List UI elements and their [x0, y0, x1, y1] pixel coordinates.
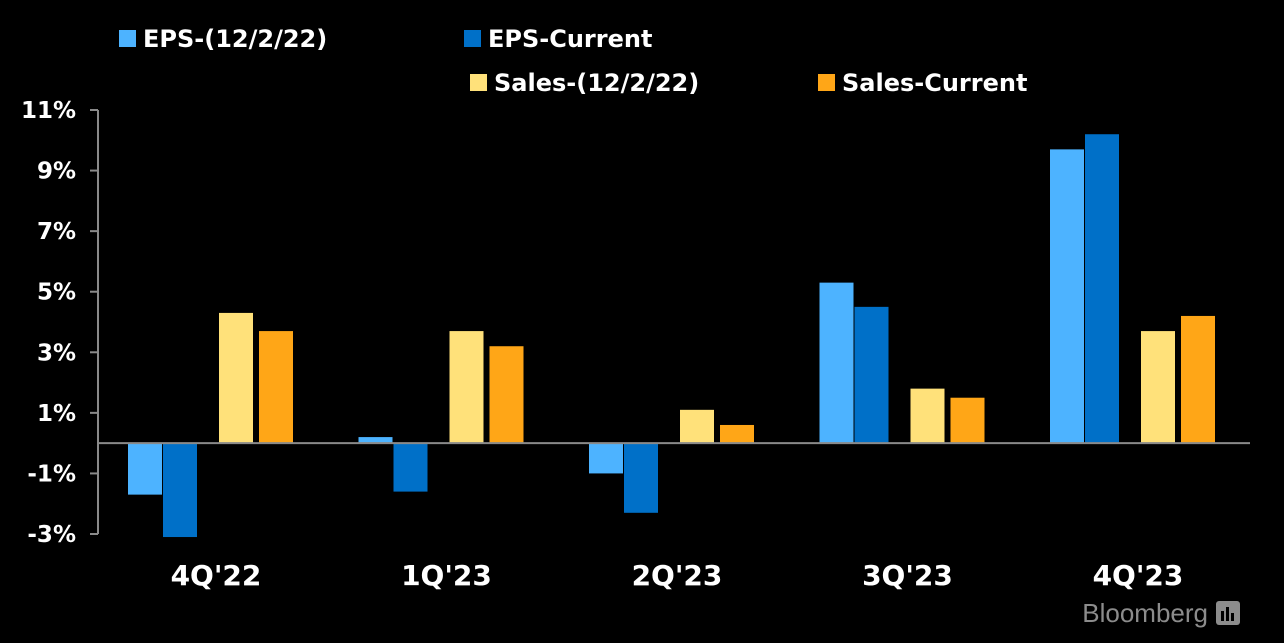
bar-eps-current-4q23 [1085, 134, 1119, 444]
bar-sales-12-2-22-4q23 [1141, 331, 1175, 444]
bar-eps-12-2-22-2q23 [589, 443, 623, 474]
legend-label: EPS-(12/2/22) [143, 25, 327, 53]
bar-sales-current-2q23 [720, 424, 754, 444]
brand-name: Bloomberg [1082, 598, 1208, 628]
x-category-label: 4Q'22 [171, 559, 262, 592]
legend-label: Sales-(12/2/22) [494, 69, 699, 97]
bar-sales-12-2-22-3q23 [910, 388, 945, 444]
y-tick-label: 1% [37, 401, 76, 427]
bar-eps-current-4q22 [163, 443, 197, 538]
bar-sales-current-1q23 [489, 346, 524, 444]
y-tick-label: 3% [37, 340, 76, 366]
x-category-label: 1Q'23 [401, 559, 492, 592]
y-tick-label: 9% [37, 159, 76, 185]
bars [128, 134, 1215, 538]
x-category-label: 3Q'23 [862, 559, 953, 592]
bar-sales-current-3q23 [950, 397, 985, 444]
bloomberg-terminal-icon [1216, 601, 1240, 625]
y-tick-label: 5% [37, 280, 76, 306]
bar-sales-12-2-22-1q23 [449, 331, 484, 444]
bar-eps-current-2q23 [624, 443, 658, 513]
bar-eps-current-3q23 [854, 306, 889, 444]
y-tick-label: -1% [27, 461, 76, 487]
legend-swatch [818, 74, 835, 91]
bar-sales-current-4q22 [259, 331, 293, 444]
legend-swatch [119, 30, 136, 47]
brand-watermark: Bloomberg [1082, 598, 1240, 628]
legend-label: Sales-Current [842, 69, 1027, 97]
bar-sales-12-2-22-4q22 [219, 312, 253, 444]
x-axis-labels: 4Q'22 1Q'23 2Q'23 3Q'23 4Q'23 [171, 559, 1184, 592]
bar-sales-current-4q23 [1181, 315, 1215, 444]
y-tick-label: 11% [21, 98, 76, 124]
x-category-label: 4Q'23 [1093, 559, 1184, 592]
y-tick-label: 7% [37, 219, 76, 245]
legend-swatch [470, 74, 487, 91]
bar-eps-12-2-22-1q23 [358, 437, 393, 444]
bar-sales-12-2-22-2q23 [680, 409, 714, 444]
bar-eps-12-2-22-3q23 [819, 282, 854, 444]
legend-label: EPS-Current [488, 25, 652, 53]
legend-swatch [464, 30, 481, 47]
bar-eps-12-2-22-4q22 [128, 443, 162, 495]
bar-eps-current-1q23 [393, 443, 428, 492]
bar-eps-12-2-22-4q23 [1050, 149, 1084, 444]
legend: EPS-(12/2/22) EPS-Current Sales-(12/2/22) S… [119, 25, 1027, 97]
y-tick-label: -3% [27, 522, 76, 548]
x-category-label: 2Q'23 [632, 559, 723, 592]
y-axis: 11% 9% 7% 5% 3% 1% -1% -3% [21, 98, 99, 548]
